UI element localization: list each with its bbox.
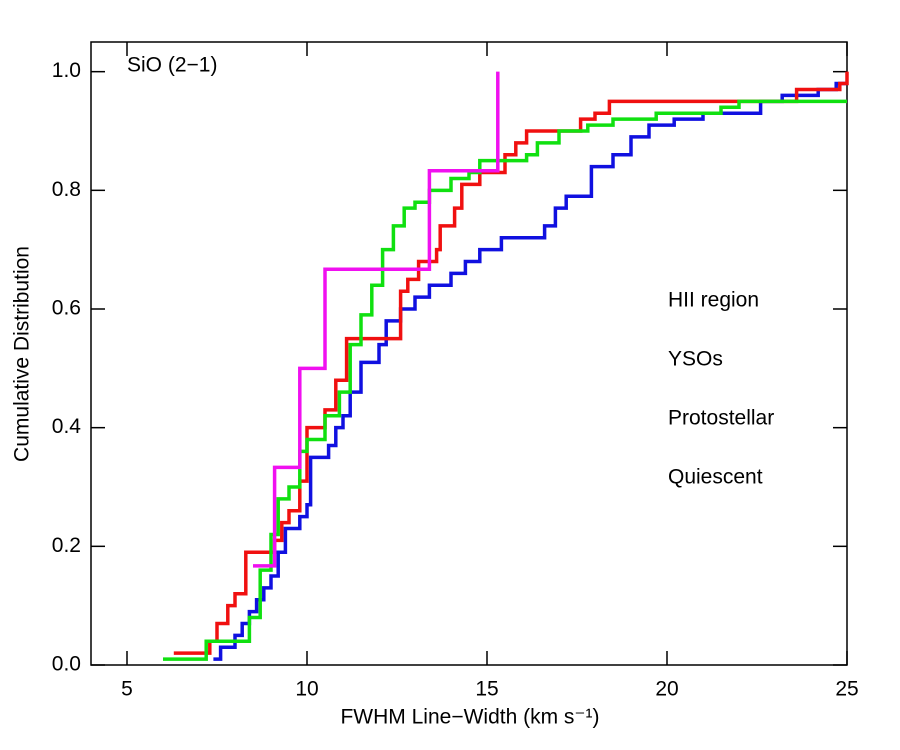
plot-frame (90, 41, 848, 666)
step-line (163, 99, 847, 661)
y-tick-label: 0.8 (52, 178, 81, 201)
legend-label: HII region (668, 289, 759, 312)
legend-label: Quiescent (668, 466, 763, 489)
legend-label: Protostellar (668, 407, 774, 430)
step-line (213, 81, 847, 661)
y-axis-label: Cumulative Distribution (11, 246, 34, 462)
annotation: SiO (2−1) (127, 54, 217, 77)
x-tick-label: 25 (835, 678, 858, 701)
y-tick-label: 1.0 (52, 59, 81, 82)
y-tick-label: 0.2 (52, 534, 81, 557)
step-line (173, 71, 849, 655)
y-tick-label: 0.0 (52, 653, 81, 676)
x-tick-label: 5 (121, 678, 133, 701)
legend-label: YSOs (668, 348, 723, 371)
x-tick-label: 15 (475, 678, 498, 701)
x-tick-label: 20 (655, 678, 678, 701)
y-tick-label: 0.6 (52, 297, 81, 320)
x-tick-label: 10 (295, 678, 318, 701)
step-line (253, 71, 500, 568)
x-axis-label: FWHM Line−Width (km s⁻¹) (340, 706, 599, 729)
y-tick-label: 0.4 (52, 415, 82, 438)
